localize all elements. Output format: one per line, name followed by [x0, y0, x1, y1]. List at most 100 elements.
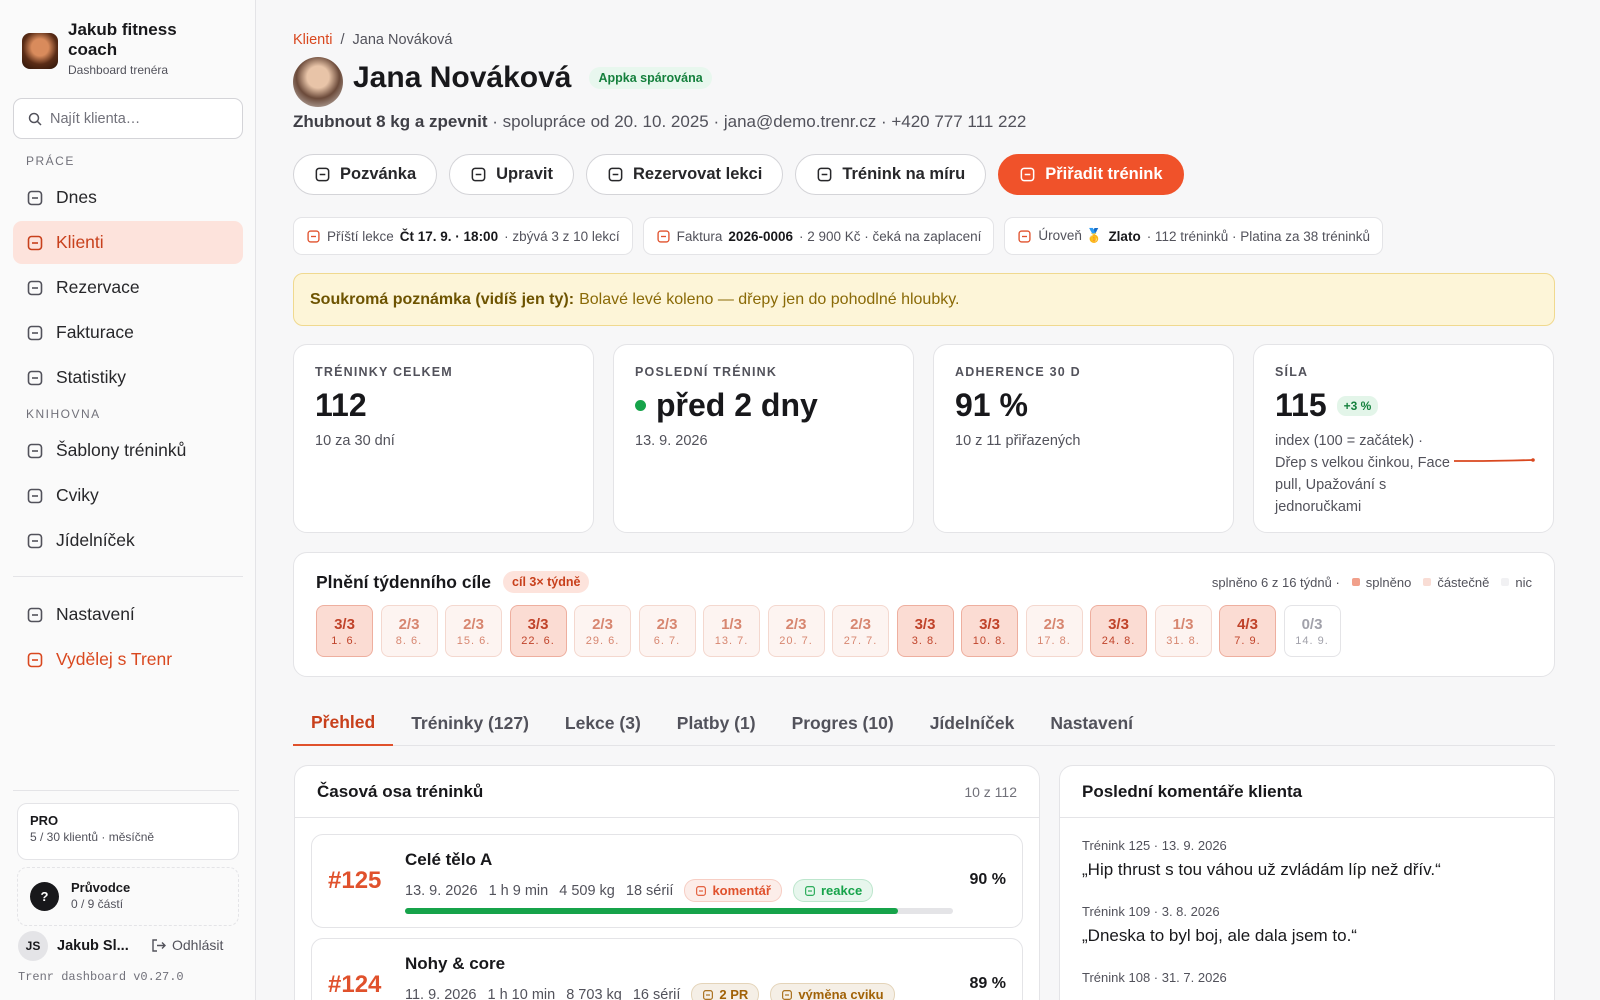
breadcrumb-item[interactable]: Klienti	[293, 32, 333, 48]
breadcrumb: Klienti / Jana Nováková	[293, 32, 452, 48]
tab[interactable]: Přehled	[293, 700, 394, 746]
chip-value: 2026-0006	[728, 228, 793, 244]
graphic	[27, 370, 43, 385]
tab[interactable]: Nastavení	[1050, 712, 1134, 733]
graphic	[28, 112, 40, 123]
week-tile[interactable]: 2/3 29. 6.	[574, 605, 631, 657]
tab[interactable]: Platby (1)	[676, 712, 756, 733]
workout-meta: 11. 9. 2026 1 h 10 min 8 703 kg 16 sérií 2 P…	[405, 983, 895, 1000]
week-tile[interactable]: 1/3 31. 8.	[1154, 605, 1212, 657]
sidebar: Jakub fitness coach Dashboard trenéra Na…	[0, 0, 256, 1000]
week-tile[interactable]: 2/3 15. 6.	[445, 605, 502, 657]
weekly-header: Plnění týdenního cíle cíl 3× týdně splně…	[316, 571, 1532, 593]
timeline-count: 10 z 112	[964, 783, 1017, 800]
nav-item[interactable]: Klienti	[13, 221, 243, 264]
chip-label: Úroveň 🥇	[1038, 228, 1103, 243]
tabs: Přehled Tréninky (127) Lekce (3) Platby (1)…	[293, 700, 1555, 746]
plan-box[interactable]: PRO 5 / 30 klientů · měsíčně	[17, 803, 239, 860]
comments-card: Poslední komentáře klienta Trénink 125 ·…	[1059, 765, 1555, 1000]
nav-label: Jídelníček	[56, 530, 135, 550]
icon	[27, 370, 43, 385]
info-chip[interactable]: Příští lekce Čt 17. 9. · 18:00 · zbývá 3 z…	[293, 217, 633, 255]
action-button[interactable]: Upravit	[449, 154, 574, 195]
action-button[interactable]: Přiřadit trénink	[998, 154, 1184, 195]
week-score: 2/3	[398, 615, 420, 633]
tab[interactable]: Tréninky (127)	[411, 712, 529, 733]
stat-value: 112	[315, 387, 367, 423]
action-button[interactable]: Pozvánka	[293, 154, 438, 195]
icon	[27, 280, 43, 295]
guide-box[interactable]: ? Průvodce 0 / 9 částí	[17, 867, 239, 926]
nav-item[interactable]: Vydělej s Trenr	[13, 638, 243, 681]
week-score: 2/3	[1043, 615, 1065, 633]
app-badge: Appka spárována	[589, 67, 712, 89]
workout-meta: 13. 9. 2026 1 h 9 min 4 509 kg 18 sérií kome…	[405, 879, 874, 902]
week-tile[interactable]: 3/3 24. 8.	[1090, 605, 1147, 657]
nav-item[interactable]: Cviky	[13, 474, 243, 517]
week-date: 1. 6.	[331, 634, 358, 647]
progress-track	[405, 908, 953, 914]
workout-sets: 18 sérií	[625, 882, 674, 899]
week-tile[interactable]: 2/3 8. 6.	[380, 605, 438, 657]
week-score: 2/3	[656, 615, 678, 633]
workout-tag: 2 PR	[691, 983, 760, 1000]
week-score: 2/3	[463, 615, 484, 633]
week-tile[interactable]: 3/3 10. 8.	[961, 605, 1018, 657]
info-chip[interactable]: Faktura 2026-0006 · 2 900 Kč · čeká na zap…	[642, 217, 995, 255]
workout-tag: reakce	[792, 879, 874, 902]
week-score: 1/3	[1172, 615, 1194, 633]
guide-title: Průvodce	[71, 880, 131, 895]
week-date: 3. 8.	[911, 634, 939, 647]
comments-header: Poslední komentáře klienta	[1060, 766, 1554, 818]
tab[interactable]: Lekce (3)	[564, 712, 641, 733]
tab[interactable]: Progres (10)	[791, 712, 894, 733]
graphic	[608, 167, 623, 182]
search-box[interactable]: Najít klienta…	[13, 98, 243, 139]
nav-item[interactable]: Šablony tréninků	[13, 429, 243, 472]
stat-sub: 10 za 30 dní	[315, 433, 395, 449]
week-date: 15. 6.	[456, 634, 491, 647]
nav-item[interactable]: Fakturace	[13, 311, 243, 354]
action-button[interactable]: Rezervovat lekci	[585, 154, 784, 195]
week-tile[interactable]: 2/3 6. 7.	[638, 605, 696, 657]
search-icon	[28, 112, 42, 126]
nav-item[interactable]: Jídelníček	[13, 519, 243, 562]
week-tile[interactable]: 3/3 1. 6.	[316, 605, 373, 657]
graphic	[36, 120, 42, 126]
icon	[805, 885, 815, 896]
action-button[interactable]: Trénink na míru	[795, 154, 987, 195]
logout-button[interactable]: Odhlásit	[151, 937, 223, 953]
workout-volume: 4 509 kg	[559, 882, 615, 899]
timeline-item[interactable]: #124 Nohy & core 11. 9. 2026 1 h 10 min 8 70…	[311, 938, 1023, 1000]
nav-item[interactable]: Dnes	[13, 176, 243, 219]
graphic	[315, 167, 330, 182]
week-date: 7. 9.	[1234, 634, 1261, 647]
week-tile[interactable]: 1/3 13. 7.	[703, 605, 760, 657]
icon	[782, 989, 793, 1000]
client-avatar	[293, 57, 343, 107]
week-tile[interactable]: 2/3 27. 7.	[832, 605, 889, 657]
icon	[1020, 167, 1035, 182]
nav-item[interactable]: Statistiky	[13, 356, 243, 399]
stat-sub: index (100 = začátek) · Dřep s velkou či…	[1275, 433, 1450, 515]
client-details: · spolupráce od 20. 10. 2025 · jana@demo…	[492, 112, 1027, 131]
workout-tag: komentář	[684, 879, 782, 902]
week-tile[interactable]: 0/3 14. 9.	[1283, 605, 1341, 657]
icon	[27, 190, 43, 205]
divider	[13, 790, 239, 791]
info-chip[interactable]: Úroveň 🥇 Zlato · 112 tréninků · Platina za…	[1004, 217, 1384, 255]
stat-card: POSLEDNÍ TRÉNINK před 2 dny 13. 9. 2026	[613, 344, 914, 533]
week-tile[interactable]: 4/3 7. 9.	[1219, 605, 1276, 657]
nav-item[interactable]: Rezervace	[13, 266, 243, 309]
week-tile[interactable]: 2/3 20. 7.	[767, 605, 825, 657]
week-date: 31. 8.	[1166, 634, 1200, 647]
week-tile[interactable]: 2/3 17. 8.	[1025, 605, 1083, 657]
timeline-item[interactable]: #125 Celé tělo A 13. 9. 2026 1 h 9 min 4 509…	[311, 834, 1023, 928]
week-tile[interactable]: 3/3 22. 6.	[509, 605, 567, 657]
week-tile[interactable]: 3/3 3. 8.	[896, 605, 954, 657]
status-dot	[635, 400, 646, 411]
nav-item[interactable]: Nastavení	[13, 593, 243, 636]
tab[interactable]: Jídelníček	[929, 712, 1015, 733]
tag-text: reakce	[820, 883, 863, 898]
graphic	[152, 938, 166, 952]
